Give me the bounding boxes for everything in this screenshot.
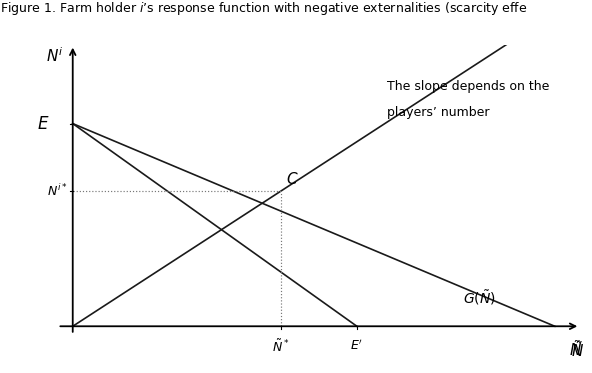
Text: $\tilde{N}$: $\tilde{N}$ [571, 340, 584, 360]
Text: players’ number: players’ number [387, 106, 490, 119]
Text: $N^i$: $N^i$ [46, 46, 64, 65]
Text: $\tilde{N}$: $\tilde{N}$ [568, 339, 581, 359]
Text: $E$: $E$ [37, 115, 50, 132]
Text: $E'$: $E'$ [350, 339, 363, 354]
Text: $N^{i*}$: $N^{i*}$ [47, 183, 67, 199]
Text: Figure 1. Farm holder $i$’s response function with negative externalities (scarc: Figure 1. Farm holder $i$’s response fun… [0, 0, 527, 17]
Text: $G(\tilde{N})$: $G(\tilde{N})$ [464, 288, 496, 307]
Text: $C$: $C$ [286, 171, 298, 187]
Text: $\tilde{N}^*$: $\tilde{N}^*$ [272, 339, 289, 355]
Text: The slope depends on the: The slope depends on the [387, 81, 550, 94]
